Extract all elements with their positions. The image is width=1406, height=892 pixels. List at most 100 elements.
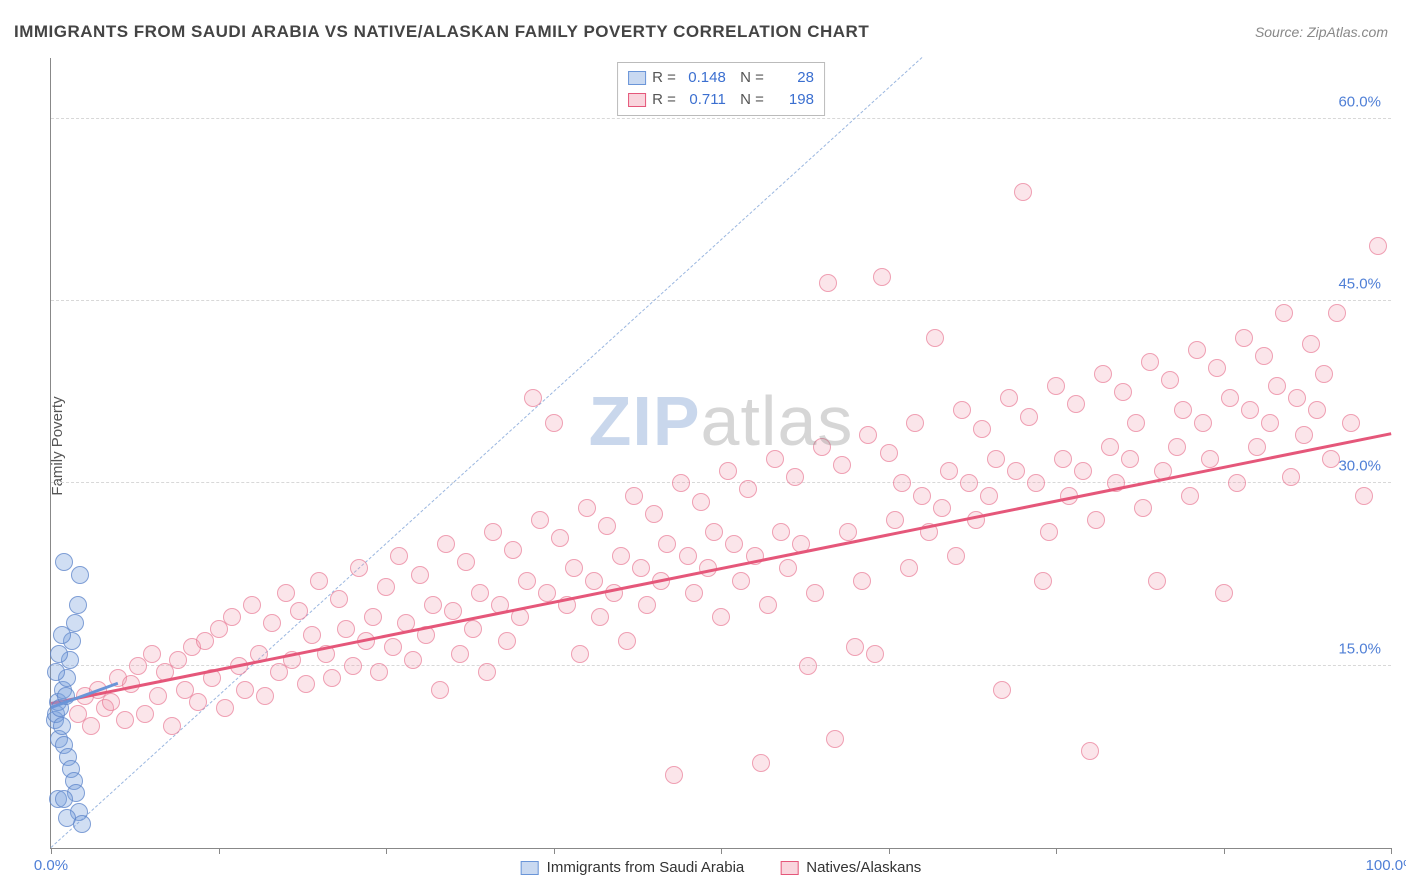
watermark-part2: atlas — [701, 382, 854, 460]
data-point-b — [1188, 341, 1206, 359]
data-point-b — [431, 681, 449, 699]
data-point-b — [344, 657, 362, 675]
gridline — [51, 300, 1391, 301]
data-point-b — [390, 547, 408, 565]
data-point-b — [692, 493, 710, 511]
data-point-b — [612, 547, 630, 565]
data-point-b — [665, 766, 683, 784]
data-point-b — [223, 608, 241, 626]
n-value-b: 198 — [770, 89, 814, 111]
data-point-b — [1040, 523, 1058, 541]
data-point-b — [866, 645, 884, 663]
data-point-b — [1134, 499, 1152, 517]
data-point-b — [719, 462, 737, 480]
data-point-b — [545, 414, 563, 432]
data-point-b — [993, 681, 1011, 699]
data-point-b — [498, 632, 516, 650]
data-point-b — [189, 693, 207, 711]
data-point-b — [1141, 353, 1159, 371]
n-value-a: 28 — [770, 67, 814, 89]
data-point-b — [1007, 462, 1025, 480]
data-point-b — [1228, 474, 1246, 492]
data-point-a — [55, 790, 73, 808]
x-tick-label: 100.0% — [1366, 857, 1406, 874]
data-point-b — [880, 444, 898, 462]
data-point-b — [1194, 414, 1212, 432]
data-point-b — [330, 590, 348, 608]
y-tick-label: 45.0% — [1336, 276, 1383, 293]
data-point-b — [1315, 365, 1333, 383]
gridline — [51, 482, 1391, 483]
data-point-b — [759, 596, 777, 614]
data-point-b — [779, 559, 797, 577]
data-point-b — [833, 456, 851, 474]
data-point-b — [846, 638, 864, 656]
data-point-b — [1000, 389, 1018, 407]
data-point-b — [1221, 389, 1239, 407]
data-point-b — [679, 547, 697, 565]
data-point-b — [1282, 468, 1300, 486]
data-point-b — [940, 462, 958, 480]
data-point-b — [906, 414, 924, 432]
watermark-part1: ZIP — [589, 382, 701, 460]
data-point-b — [518, 572, 536, 590]
data-point-b — [578, 499, 596, 517]
data-point-b — [256, 687, 274, 705]
data-point-b — [1275, 304, 1293, 322]
data-point-b — [531, 511, 549, 529]
data-point-b — [826, 730, 844, 748]
data-point-b — [1034, 572, 1052, 590]
n-label: N = — [732, 67, 764, 89]
data-point-b — [143, 645, 161, 663]
data-point-b — [947, 547, 965, 565]
data-point-b — [786, 468, 804, 486]
gridline — [51, 118, 1391, 119]
swatch-b-icon — [780, 861, 798, 875]
data-point-b — [1047, 377, 1065, 395]
data-point-b — [337, 620, 355, 638]
data-point-b — [524, 389, 542, 407]
data-point-b — [384, 638, 402, 656]
legend-label-b: Natives/Alaskans — [806, 859, 921, 876]
data-point-b — [277, 584, 295, 602]
data-point-b — [618, 632, 636, 650]
data-point-a — [69, 596, 87, 614]
data-point-b — [464, 620, 482, 638]
data-point-b — [1215, 584, 1233, 602]
data-point-b — [672, 474, 690, 492]
data-point-b — [1261, 414, 1279, 432]
r-label: R = — [652, 89, 676, 111]
data-point-b — [873, 268, 891, 286]
data-point-b — [987, 450, 1005, 468]
data-point-b — [799, 657, 817, 675]
data-point-b — [638, 596, 656, 614]
data-point-b — [263, 614, 281, 632]
data-point-b — [739, 480, 757, 498]
stats-legend-row-a: R = 0.148 N = 28 — [628, 67, 814, 89]
x-tick — [219, 848, 220, 854]
data-point-b — [732, 572, 750, 590]
data-point-b — [1369, 237, 1387, 255]
data-point-b — [364, 608, 382, 626]
data-point-b — [1241, 401, 1259, 419]
data-point-b — [571, 645, 589, 663]
swatch-a-icon — [628, 71, 646, 85]
data-point-b — [484, 523, 502, 541]
x-tick — [1391, 848, 1392, 854]
data-point-b — [1067, 395, 1085, 413]
data-point-b — [819, 274, 837, 292]
data-point-b — [1322, 450, 1340, 468]
data-point-b — [290, 602, 308, 620]
data-point-b — [1161, 371, 1179, 389]
y-tick-label: 15.0% — [1336, 640, 1383, 657]
data-point-b — [1114, 383, 1132, 401]
data-point-b — [444, 602, 462, 620]
data-point-b — [1014, 183, 1032, 201]
data-point-b — [551, 529, 569, 547]
data-point-b — [1081, 742, 1099, 760]
data-point-b — [457, 553, 475, 571]
data-point-a — [71, 566, 89, 584]
chart-title: IMMIGRANTS FROM SAUDI ARABIA VS NATIVE/A… — [14, 22, 869, 42]
data-point-b — [82, 717, 100, 735]
x-tick — [51, 848, 52, 854]
